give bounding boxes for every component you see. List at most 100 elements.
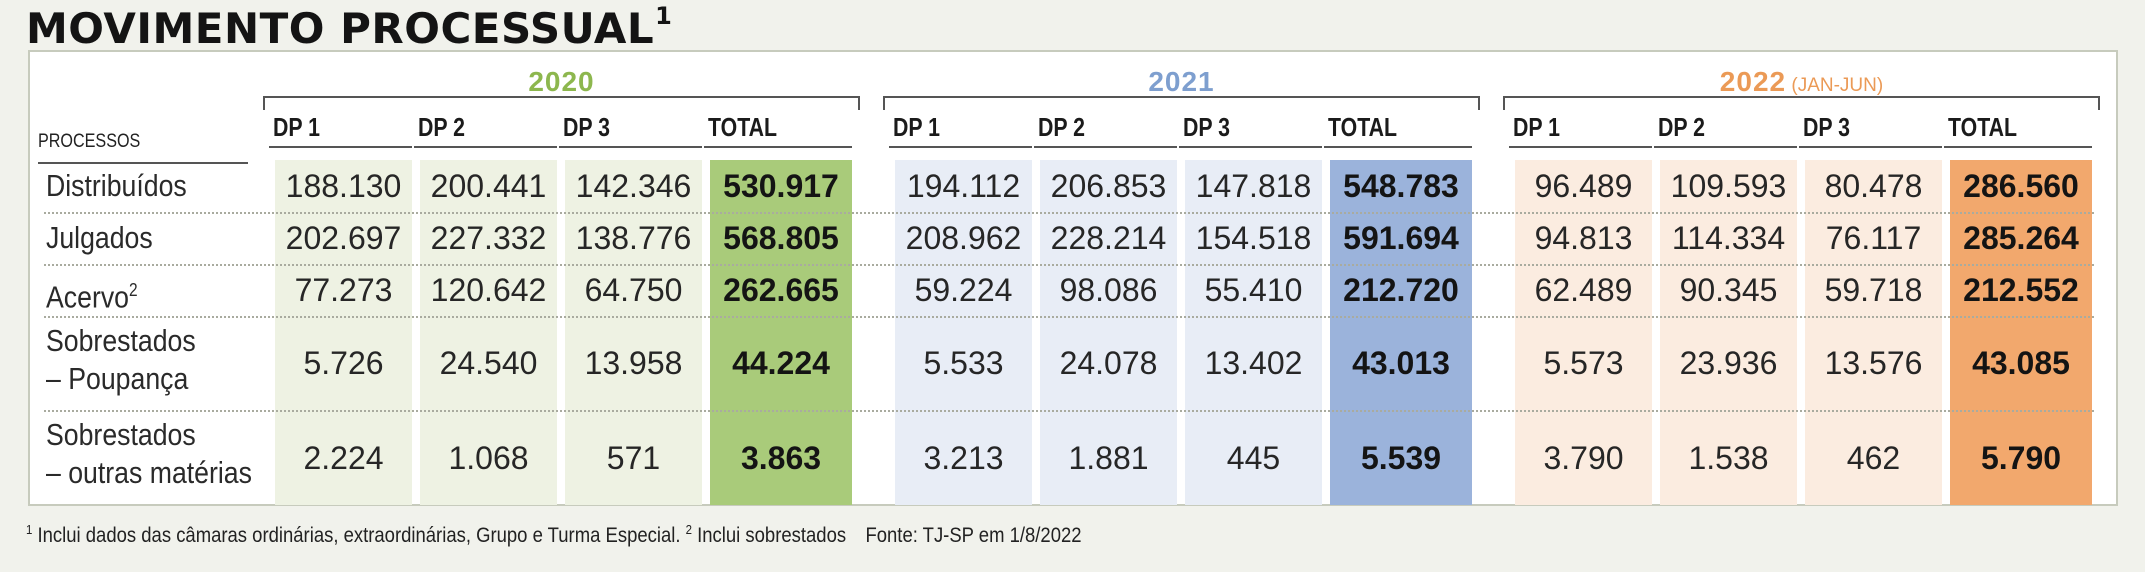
column-header: DP 2 [1658, 112, 1706, 142]
table-cell: 154.518 [1195, 220, 1312, 256]
row-divider [44, 316, 2094, 318]
table-cell: 77.273 [294, 272, 393, 308]
row-label-text: Sobrestados [46, 417, 196, 452]
column-background [1805, 160, 1942, 505]
table-cell: 3.213 [923, 439, 1004, 476]
table-cell: 1.538 [1688, 439, 1769, 476]
table-cell: 571 [606, 439, 661, 476]
row-label: Acervo2 [46, 271, 138, 316]
table-cell: 24.078 [1059, 345, 1158, 381]
column-header: DP 2 [1038, 112, 1086, 142]
table-cell: 64.750 [584, 272, 683, 308]
total-cell: 548.783 [1343, 168, 1459, 204]
column-header-rule [414, 146, 557, 148]
table-cell: 5.726 [303, 345, 384, 381]
column-header-rule [1509, 146, 1652, 148]
year-bracket [263, 96, 860, 110]
row-label-text: Julgados [46, 220, 153, 255]
year-label: 2022 (JAN-JUN) [1503, 66, 2100, 98]
year-bracket [883, 96, 1480, 110]
row-label-text: Distribuídos [46, 168, 187, 203]
page-title: MOVIMENTO PROCESSUAL1 [26, 2, 673, 53]
table-cell: 13.576 [1824, 345, 1923, 381]
column-header-rule [1654, 146, 1797, 148]
total-cell: 43.013 [1352, 345, 1450, 381]
table-cell: 98.086 [1059, 272, 1158, 308]
row-label: Sobrestados – outras matérias [46, 416, 252, 492]
year-label: 2020 [263, 66, 860, 98]
table-cell: 208.962 [905, 220, 1022, 256]
year-text: 2021 [1148, 66, 1215, 97]
table-cell: 5.573 [1543, 345, 1624, 381]
year-subtitle: (JAN-JUN) [1786, 75, 1884, 96]
total-cell: 5.539 [1360, 439, 1442, 476]
year-bracket [1503, 96, 2100, 110]
column-header: DP 3 [1803, 112, 1851, 142]
table-cell: 24.540 [439, 345, 538, 381]
table-cell: 120.642 [430, 272, 547, 308]
column-header: DP 2 [418, 112, 466, 142]
table-cell: 13.402 [1204, 345, 1303, 381]
table-cell: 5.533 [923, 345, 1004, 381]
total-cell: 5.790 [1980, 439, 2062, 476]
row-label-text: Acervo [46, 279, 129, 315]
column-background [895, 160, 1032, 505]
row-divider [44, 410, 2094, 412]
column-background [1330, 160, 1472, 505]
total-cell: 262.665 [723, 272, 839, 308]
column-background [710, 160, 852, 505]
row-label: Julgados [46, 219, 153, 257]
table-cell: 228.214 [1050, 220, 1167, 256]
total-cell: 285.264 [1963, 220, 2079, 256]
table-cell: 1.881 [1068, 439, 1149, 476]
table-cell: 59.224 [914, 272, 1013, 308]
column-header-rule [1944, 146, 2092, 148]
total-cell: 591.694 [1343, 220, 1459, 256]
column-header: TOTAL [1948, 112, 2018, 142]
table-cell: 147.818 [1195, 168, 1312, 204]
column-header: DP 1 [1513, 112, 1561, 142]
column-background [420, 160, 557, 505]
table-cell: 1.068 [448, 439, 529, 476]
row-label-sup: 2 [128, 280, 138, 300]
total-cell: 44.224 [732, 345, 830, 381]
total-cell: 568.805 [723, 220, 839, 256]
table-cell: 202.697 [285, 220, 402, 256]
column-header-rule [1034, 146, 1177, 148]
column-header-rule [269, 146, 412, 148]
column-header: DP 1 [273, 112, 321, 142]
year-text: 2022 [1719, 66, 1787, 97]
column-header-rule [1324, 146, 1472, 148]
table-cell: 109.593 [1670, 168, 1787, 204]
column-background [565, 160, 702, 505]
table-cell: 227.332 [430, 220, 547, 256]
table-cell: 94.813 [1534, 220, 1633, 256]
year-text: 2020 [528, 66, 595, 97]
column-background [275, 160, 412, 505]
table-cell: 138.776 [575, 220, 692, 256]
table-cell: 114.334 [1671, 220, 1786, 256]
column-header-rule [559, 146, 702, 148]
table-cell: 194.112 [906, 168, 1021, 204]
column-background [1515, 160, 1652, 505]
total-cell: 3.863 [740, 439, 822, 476]
table-cell: 55.410 [1204, 272, 1303, 308]
total-cell: 530.917 [723, 168, 839, 204]
table-cell: 96.489 [1534, 168, 1633, 204]
table-cell: 59.718 [1824, 272, 1923, 308]
row-label: Sobrestados – Poupança [46, 322, 196, 398]
row-label-text: Sobrestados [46, 323, 196, 358]
total-cell: 212.552 [1963, 272, 2079, 308]
table-cell: 200.441 [430, 168, 547, 204]
table-cell: 2.224 [303, 439, 384, 476]
table-cell: 445 [1226, 439, 1281, 476]
column-header-rule [1179, 146, 1322, 148]
total-cell: 212.720 [1343, 272, 1459, 308]
column-header: TOTAL [1328, 112, 1398, 142]
column-background [1040, 160, 1177, 505]
column-header: DP 3 [1183, 112, 1231, 142]
column-background [1950, 160, 2092, 505]
table-cell: 62.489 [1534, 272, 1633, 308]
row-divider [44, 212, 2094, 214]
table-cell: 80.478 [1824, 168, 1923, 204]
